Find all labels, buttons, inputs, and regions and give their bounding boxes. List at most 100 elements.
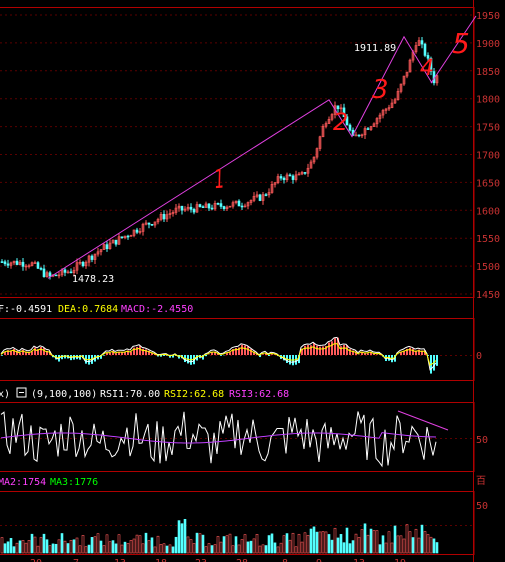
volume-bar: [9, 538, 13, 554]
candle-body: [303, 172, 307, 174]
candle-body: [435, 75, 439, 84]
rsi-collapse-button[interactable]: [16, 387, 27, 398]
volume-bar: [90, 537, 94, 554]
volume-bar: [126, 543, 130, 554]
macd-bar: [100, 355, 102, 359]
volume-bar: [327, 534, 331, 554]
candle-body: [372, 123, 376, 127]
candle-body: [57, 274, 61, 277]
candle-body: [81, 261, 85, 267]
macd-bar: [139, 345, 141, 355]
rsi-header: x) (9,100,100) RSI1:70.00 RSI2:62.68 RSI…: [0, 387, 289, 400]
macd-bar: [415, 350, 417, 355]
volume-bar: [54, 543, 58, 554]
volume-bar: [393, 525, 397, 554]
volume-bar: [276, 546, 280, 554]
candle-body: [393, 99, 397, 104]
macd-bar: [436, 355, 438, 366]
macd-dif-label: F:-0.4591: [0, 304, 52, 315]
macd-bar: [127, 350, 129, 355]
macd-bar: [178, 355, 180, 359]
volume-bar: [387, 531, 391, 554]
candle-body: [312, 156, 316, 163]
macd-bar: [421, 350, 423, 355]
volume-bar: [423, 531, 427, 554]
macd-bar: [373, 353, 375, 355]
candle-body: [405, 71, 409, 77]
candle-body: [387, 107, 391, 110]
candle-body: [129, 235, 133, 237]
macd-bar: [46, 350, 48, 355]
macd-bar: [301, 348, 303, 355]
macd-bar: [352, 350, 354, 355]
macd-bar: [247, 346, 249, 355]
price-tick-1550: 1550: [476, 234, 500, 245]
volume-bar: [30, 533, 34, 554]
volume-bar: [192, 543, 196, 554]
macd-bar: [307, 344, 309, 355]
volume-bar: [0, 537, 4, 554]
rsi1-line: [0, 411, 437, 468]
macd-bar: [154, 353, 156, 355]
volume-bar: [129, 540, 133, 554]
rsi2-label: RSI2:62.68: [164, 389, 224, 400]
volume-bar: [357, 537, 361, 554]
candle-body: [252, 195, 256, 201]
volume-bar: [198, 533, 202, 554]
macd-bar: [361, 351, 363, 355]
volume-bar: [3, 543, 7, 554]
macd-bar: [268, 355, 270, 356]
price-tick-1700: 1700: [476, 151, 500, 162]
candle-body: [243, 205, 247, 208]
macd-bar: [79, 355, 81, 360]
candle-body: [63, 269, 67, 273]
rsi3-line: [0, 432, 437, 444]
volume-bar: [237, 544, 241, 554]
candle-body: [6, 263, 10, 266]
volume-bar: [345, 527, 349, 554]
candle-body: [402, 75, 406, 85]
volume-bar: [123, 541, 127, 554]
volume-bar: [120, 544, 124, 554]
candle-body: [66, 271, 70, 274]
volume-bar: [57, 539, 61, 554]
volume-bar: [318, 531, 322, 554]
macd-bar: [310, 345, 312, 355]
volume-bar: [390, 542, 394, 554]
volume-bar: [105, 534, 109, 554]
date-tick-1: 7: [73, 558, 79, 562]
volume-bar: [303, 532, 307, 554]
rsi-unit-label: 百: [476, 475, 486, 487]
candle-body: [90, 255, 94, 260]
volume-bar: [138, 535, 142, 554]
volume-ma3-label: MA3:1776: [50, 477, 98, 488]
price-tick-1650: 1650: [476, 178, 500, 189]
volume-bar: [246, 541, 250, 554]
price-tick-1750: 1750: [476, 123, 500, 134]
candle-body: [261, 194, 265, 201]
candle-body: [378, 114, 382, 119]
volume-bar: [360, 529, 364, 554]
volume-bar: [381, 535, 385, 554]
volume-bar: [249, 540, 253, 554]
date-tick-6: 8: [282, 558, 288, 562]
price-high-marker: 1911.89: [354, 43, 396, 54]
macd-bar: [400, 352, 402, 355]
volume-bars: [0, 518, 439, 554]
volume-bar: [87, 544, 91, 554]
volume-bar: [18, 540, 22, 554]
macd-bar: [235, 347, 237, 355]
volume-bar: [336, 537, 340, 554]
candle-body: [324, 123, 328, 127]
macd-bar: [22, 349, 24, 355]
volume-level-label: 50: [476, 501, 488, 512]
volume-bar: [255, 534, 259, 554]
candle-body: [78, 261, 82, 264]
candle-body: [144, 222, 148, 225]
volume-bar: [315, 531, 319, 554]
volume-bar: [282, 535, 286, 554]
macd-bar: [340, 346, 342, 355]
macd-bar: [133, 347, 135, 355]
macd-bar: [298, 355, 300, 364]
